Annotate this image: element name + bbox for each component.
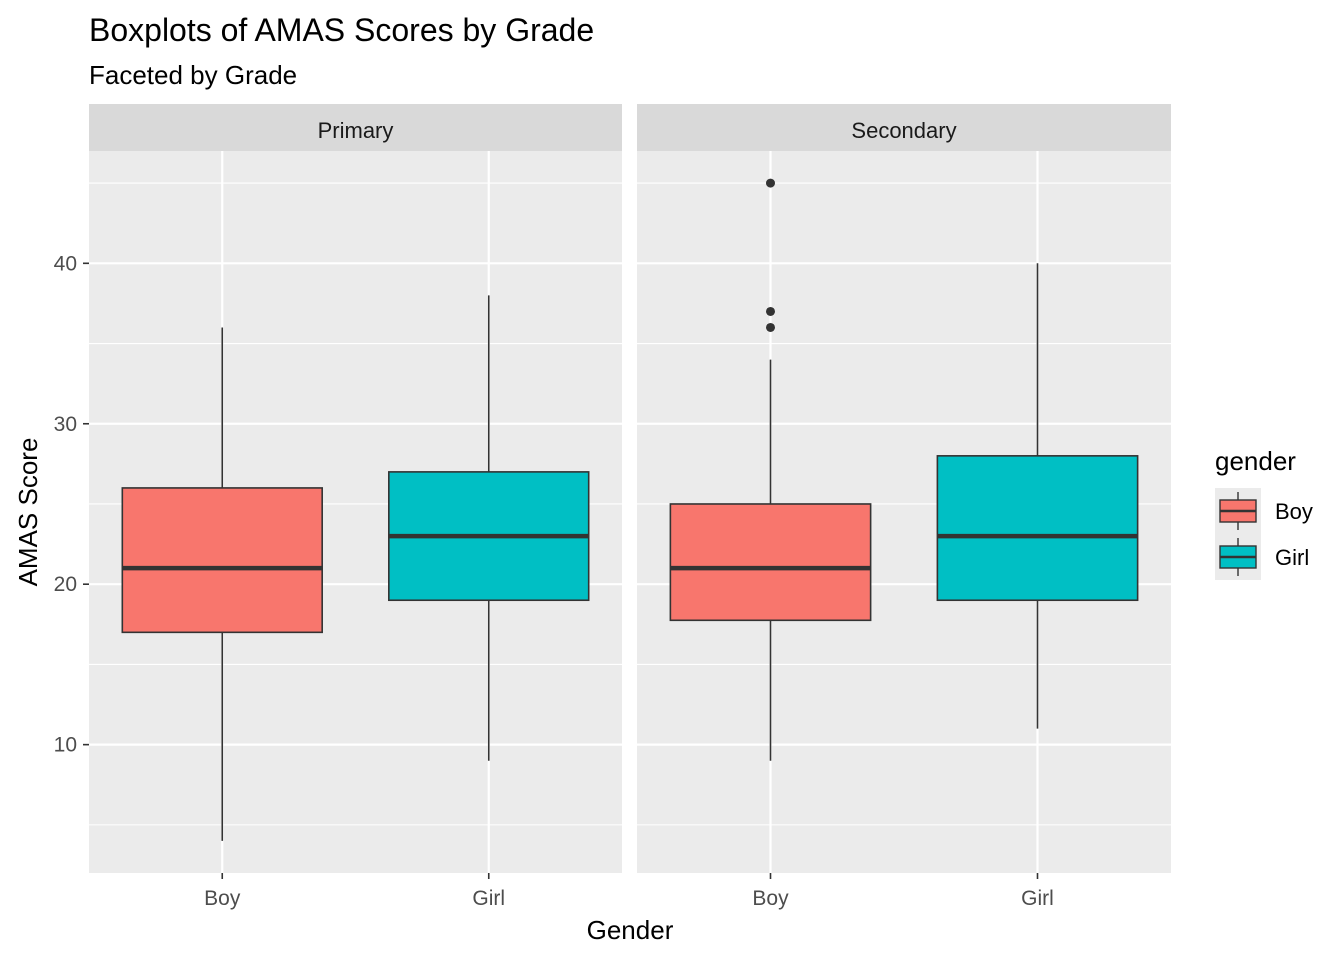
y-tick-label: 10: [54, 734, 77, 757]
box-iqr: [936, 455, 1139, 602]
chart-subtitle: Faceted by Grade: [89, 60, 297, 90]
legend-entry-boy: Boy: [1215, 488, 1313, 534]
x-tick-label: Boy: [204, 887, 241, 910]
box-girl: [388, 295, 590, 761]
facet-panels: Primary Boy Girl Secondary Boy Girl: [89, 104, 1171, 910]
facet-strip: [637, 104, 1171, 151]
box-iqr: [121, 487, 323, 634]
legend-title: gender: [1215, 446, 1296, 476]
legend-entry-girl: Girl: [1215, 534, 1309, 580]
x-axis-title: Gender: [587, 915, 674, 945]
y-tick-label: 40: [54, 252, 77, 275]
x-tick-label: Girl: [472, 887, 505, 910]
facet-panel-secondary: Secondary Boy Girl: [637, 104, 1171, 910]
facet-strip-label: Secondary: [851, 118, 956, 143]
x-tick-label: Girl: [1021, 887, 1054, 910]
legend: gender Boy Girl: [1215, 446, 1313, 580]
outlier-point: [766, 306, 775, 316]
legend-label: Girl: [1275, 545, 1309, 570]
y-tick-label: 20: [54, 573, 77, 596]
box-girl: [936, 263, 1139, 729]
box-boy: [121, 327, 323, 841]
facet-strip: [89, 104, 622, 151]
x-tick-label: Boy: [752, 887, 789, 910]
legend-label: Boy: [1275, 499, 1313, 524]
facet-strip-label: Primary: [318, 118, 394, 143]
box-iqr: [669, 503, 872, 622]
outlier-point: [766, 322, 775, 332]
box-boy: [669, 178, 872, 761]
outlier-point: [766, 178, 775, 188]
facet-panel-primary: Primary Boy Girl: [89, 104, 622, 910]
y-tick-label: 30: [54, 413, 77, 436]
y-axis: 10 20 30 40: [54, 252, 89, 757]
chart-title: Boxplots of AMAS Scores by Grade: [89, 12, 594, 48]
y-axis-title: AMAS Score: [13, 438, 43, 587]
